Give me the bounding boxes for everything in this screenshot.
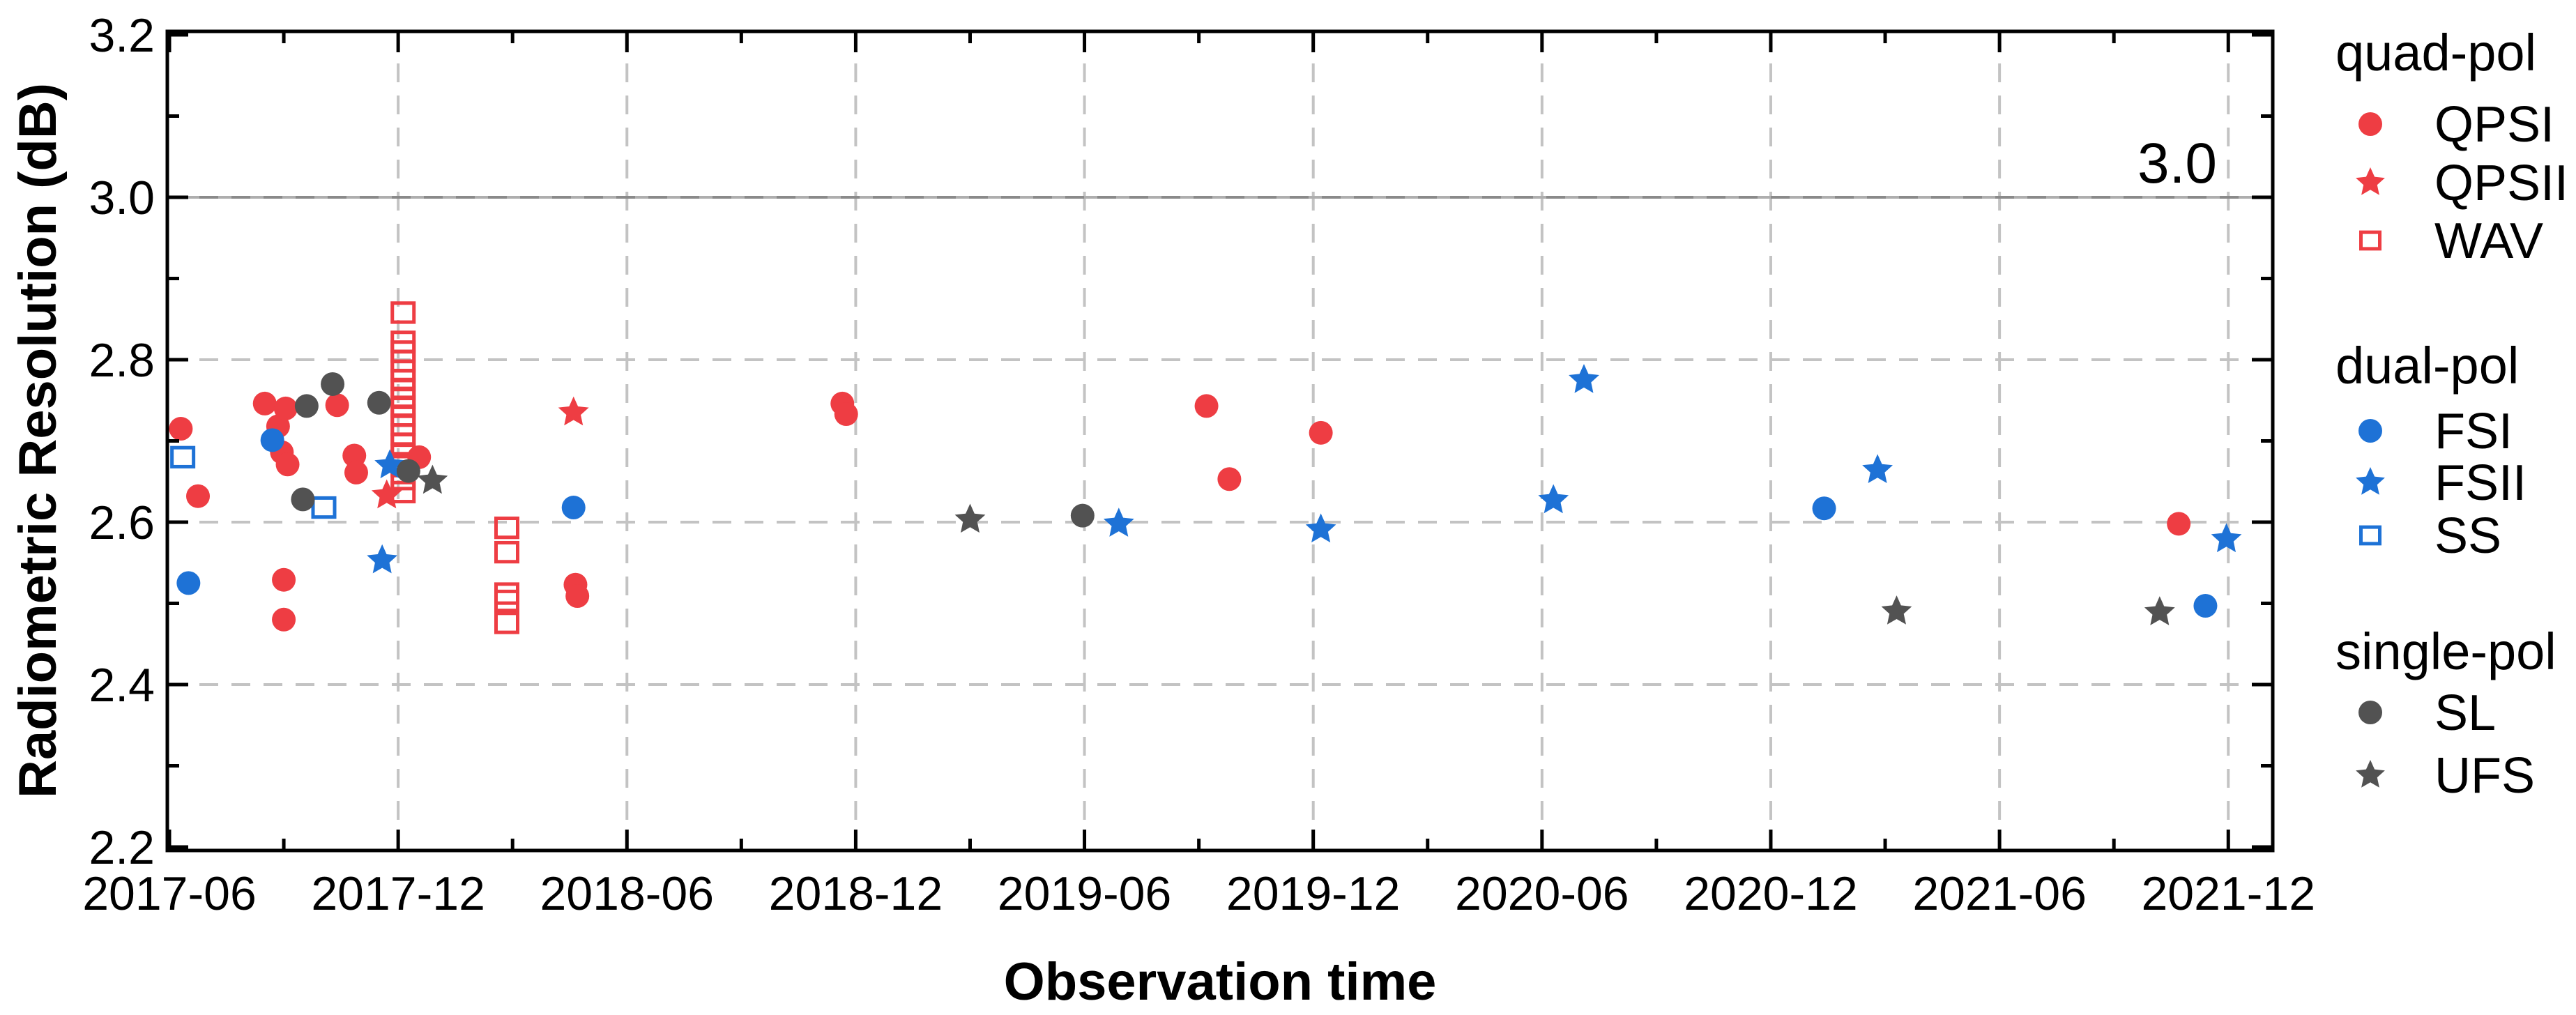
data-point-QPSI [186,484,211,508]
data-point-FSI [176,571,201,595]
gridline-layer [167,31,2273,850]
data-point-QPSI [2167,512,2191,536]
data-point-FSI [1812,496,1836,521]
data-point-QPSI [1194,394,1219,418]
legend-item-label: SL [2434,685,2496,741]
y-tick-label: 2.6 [89,496,155,549]
data-point-QPSII [371,479,402,509]
data-point-FSI [260,428,284,452]
legend-symbol-FSII [2356,467,2385,495]
x-tick-label: 2017-06 [82,867,257,920]
data-point-SS [311,496,337,519]
data-point-QPSI [1217,467,1242,491]
data-point-QPSI [272,607,296,632]
legend-item-label: UFS [2434,748,2535,804]
data-point-QPSI [275,452,300,477]
legend-symbol-WAV [2359,230,2381,251]
data-point-UFS [954,503,986,533]
data-point-UFS [2144,596,2175,625]
data-point-WAV [390,301,416,324]
legend-item-label: SS [2434,508,2501,564]
legend-symbol-SS [2359,525,2381,546]
y-tick-label: 2.8 [89,334,155,387]
data-point-SL [367,390,391,415]
legend-symbol-UFS [2356,760,2385,788]
data-point-SL [291,487,315,512]
data-point-UFS [1881,595,1912,625]
data-point-FSII [2211,523,2242,553]
legend-item-label: QPSII [2434,155,2568,211]
legend-symbol-QPSII [2356,167,2385,195]
data-point-FSII [1862,454,1893,483]
data-point-QPSI [834,402,858,427]
legend-symbol-SL [2358,701,2382,724]
x-tick-label: 2021-06 [1912,867,2087,920]
data-point-WAV [494,589,520,613]
y-tick-label: 2.2 [89,821,155,874]
legend-item-label: FSII [2434,455,2527,511]
tick-marks-layer [167,31,2273,850]
data-point-QPSI [565,584,590,609]
legend-group-header: dual-pol [2335,337,2519,395]
data-point-SS [170,445,196,468]
data-point-WAV [494,582,520,605]
data-point-FSII [1305,513,1336,543]
plot-frame [165,29,2275,853]
legend-symbol-QPSI [2358,112,2382,136]
x-tick-label: 2018-06 [540,867,714,920]
x-tick-label: 2021-12 [2141,867,2315,920]
legend-item-label: WAV [2434,213,2543,269]
data-points-layer [169,301,2242,634]
data-point-WAV [494,611,520,634]
data-point-SL [396,459,420,483]
x-tick-label: 2019-06 [998,867,1172,920]
data-point-QPSI [272,567,296,592]
y-tick-label: 3.0 [89,171,155,224]
data-point-SL [294,394,319,418]
data-point-FSII [1538,484,1569,514]
data-point-QPSII [558,396,589,426]
data-point-QPSI [1309,420,1333,445]
x-tick-label: 2020-06 [1455,867,1629,920]
data-point-QPSI [325,393,349,418]
data-point-QPSI [169,417,193,441]
data-point-UFS [417,464,448,494]
y-tick-label: 2.4 [89,659,155,712]
legend-group-header: single-pol [2335,623,2556,680]
x-tick-label: 2017-12 [311,867,485,920]
data-point-FSII [367,544,397,574]
data-point-WAV [494,517,520,540]
tick-labels-layer: 2017-06 2017-12 2018-06 2018-12 2019-06 2019-… [82,9,2315,920]
data-point-QPSI [273,396,298,420]
y-tick-label: 3.2 [89,9,155,62]
data-point-SL [321,372,345,396]
reference-line-annotation: 3.0 [2137,132,2217,195]
x-tick-label: 2019-12 [1226,867,1401,920]
axis-frame-layer [165,29,2275,853]
data-point-SL [1070,503,1095,528]
legend-symbol-FSI [2358,419,2382,443]
x-tick-label: 2018-12 [769,867,943,920]
data-point-FSI [561,496,586,520]
data-point-WAV [494,540,520,564]
data-point-FSI [2193,593,2218,618]
data-point-FSII [1569,364,1599,393]
legend-group-header: quad-pol [2335,24,2536,82]
data-point-QPSI [252,391,277,415]
x-axis-title: Observation time [1004,952,1437,1012]
data-point-QPSI [344,460,368,484]
y-axis-title: Radiometric Resolution (dB) [8,83,68,798]
x-tick-label: 2020-12 [1684,867,1858,920]
legend-item-label: QPSI [2434,97,2554,153]
data-point-FSII [1103,508,1134,537]
legend-item-label: FSI [2434,404,2513,459]
